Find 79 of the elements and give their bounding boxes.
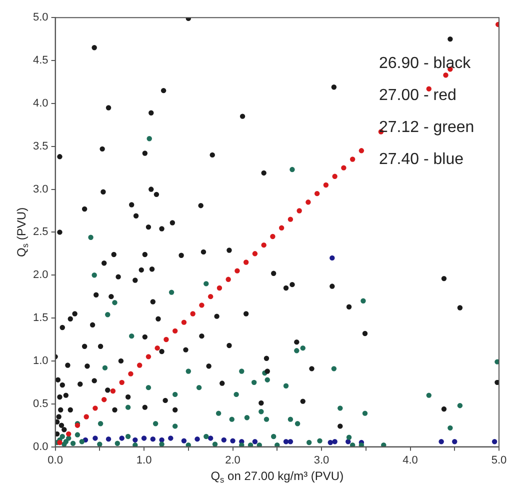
- point: [306, 200, 311, 205]
- point: [234, 268, 240, 274]
- point: [426, 86, 432, 92]
- point: [278, 225, 284, 231]
- point: [283, 439, 289, 444]
- point: [288, 216, 294, 222]
- point: [243, 260, 249, 265]
- point: [252, 439, 258, 444]
- y-tick-label: 0.5: [32, 398, 48, 410]
- point: [330, 255, 335, 261]
- x-tick-label: 4.0: [402, 454, 418, 466]
- x-tick-label: 0.0: [48, 454, 63, 466]
- annotation: 26.90 - black: [379, 55, 472, 72]
- point: [492, 439, 498, 444]
- point: [119, 380, 124, 386]
- point: [181, 438, 187, 444]
- point: [136, 362, 142, 368]
- point: [226, 276, 231, 282]
- point: [66, 431, 72, 437]
- point: [150, 436, 156, 442]
- annotation: 27.40 - blue: [379, 151, 464, 168]
- point: [92, 406, 98, 411]
- point: [132, 437, 138, 443]
- point: [332, 439, 338, 444]
- point: [208, 294, 214, 300]
- point: [172, 328, 178, 334]
- point: [102, 396, 107, 402]
- point: [119, 436, 124, 441]
- point: [358, 148, 364, 154]
- y-tick-label: 4.0: [32, 97, 48, 110]
- point: [296, 208, 302, 214]
- x-tick-label: 2.0: [225, 454, 240, 466]
- point: [452, 439, 458, 444]
- point: [328, 440, 333, 446]
- point: [288, 439, 294, 444]
- x-tick-label: 1.0: [136, 454, 152, 466]
- point: [168, 436, 174, 441]
- y-tick-label: 4.5: [32, 54, 48, 67]
- y-tick-label: 0.0: [32, 440, 48, 453]
- point: [128, 371, 134, 376]
- x-tick-label: 5.0: [491, 454, 507, 466]
- y-tick-label: 2.5: [32, 226, 48, 238]
- point: [57, 440, 62, 446]
- point: [194, 436, 200, 442]
- point: [323, 182, 329, 188]
- point: [341, 165, 346, 170]
- point: [92, 436, 98, 441]
- point: [332, 174, 338, 180]
- point: [314, 190, 320, 196]
- point: [221, 437, 226, 443]
- point: [216, 285, 222, 291]
- point: [164, 336, 169, 342]
- point: [181, 320, 187, 325]
- point: [252, 251, 258, 256]
- point: [443, 72, 448, 78]
- point: [261, 242, 266, 248]
- y-tick-label: 1.0: [32, 354, 48, 367]
- x-tick-label: 3.0: [314, 454, 330, 466]
- point: [141, 436, 147, 441]
- point: [350, 156, 356, 162]
- point: [146, 354, 152, 360]
- point: [270, 234, 276, 240]
- annotation: 27.12 - green: [379, 119, 474, 136]
- y-tick-label: 1.5: [32, 312, 48, 324]
- y-tick-label: 3.5: [32, 140, 48, 152]
- point: [199, 302, 204, 308]
- point: [84, 414, 89, 420]
- y-tick-label: 3.0: [32, 183, 48, 196]
- point: [438, 439, 444, 444]
- point: [208, 436, 214, 441]
- point: [106, 436, 112, 442]
- annotation: 27.00 - red: [379, 87, 456, 104]
- point: [154, 345, 160, 351]
- y-tick-label: 5.0: [32, 12, 48, 24]
- y-tick-label: 2.0: [32, 269, 48, 282]
- y-axis-title: Qs (PVU): [14, 207, 30, 257]
- point: [230, 438, 236, 444]
- point: [110, 388, 116, 394]
- point: [190, 311, 196, 316]
